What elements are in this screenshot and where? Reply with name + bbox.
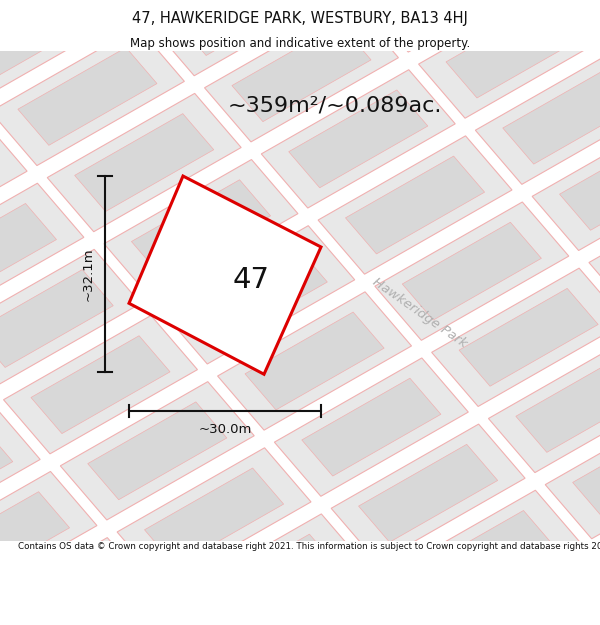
Polygon shape bbox=[31, 336, 170, 434]
Polygon shape bbox=[503, 66, 600, 164]
Polygon shape bbox=[302, 378, 441, 476]
Polygon shape bbox=[88, 402, 227, 500]
Text: ~30.0m: ~30.0m bbox=[199, 423, 251, 436]
Polygon shape bbox=[131, 180, 271, 278]
Polygon shape bbox=[117, 448, 311, 586]
Polygon shape bbox=[218, 292, 412, 430]
Polygon shape bbox=[0, 0, 71, 33]
Polygon shape bbox=[47, 93, 241, 232]
Polygon shape bbox=[488, 334, 600, 472]
Polygon shape bbox=[258, 601, 397, 625]
Polygon shape bbox=[148, 0, 341, 76]
Polygon shape bbox=[129, 176, 321, 374]
Polygon shape bbox=[516, 354, 600, 452]
Polygon shape bbox=[0, 538, 154, 625]
Polygon shape bbox=[61, 382, 254, 520]
Polygon shape bbox=[188, 246, 328, 344]
Polygon shape bbox=[389, 0, 529, 32]
Polygon shape bbox=[560, 132, 600, 230]
Polygon shape bbox=[74, 114, 214, 211]
Polygon shape bbox=[0, 0, 100, 79]
Polygon shape bbox=[346, 156, 485, 254]
Polygon shape bbox=[0, 249, 140, 388]
Polygon shape bbox=[545, 401, 600, 539]
Polygon shape bbox=[274, 358, 468, 496]
Text: Hawkeridge Park: Hawkeridge Park bbox=[370, 276, 470, 351]
Polygon shape bbox=[174, 514, 368, 625]
Polygon shape bbox=[359, 444, 497, 542]
Text: ~359m²/~0.089ac.: ~359m²/~0.089ac. bbox=[228, 95, 442, 115]
Polygon shape bbox=[0, 492, 70, 589]
Polygon shape bbox=[589, 178, 600, 317]
Polygon shape bbox=[262, 70, 455, 208]
Polygon shape bbox=[205, 4, 398, 142]
Polygon shape bbox=[44, 624, 183, 625]
Polygon shape bbox=[0, 406, 40, 544]
Polygon shape bbox=[459, 288, 598, 386]
Polygon shape bbox=[4, 316, 197, 454]
Polygon shape bbox=[289, 90, 428, 188]
Polygon shape bbox=[0, 0, 43, 13]
Polygon shape bbox=[475, 46, 600, 184]
Text: Contains OS data © Crown copyright and database right 2021. This information is : Contains OS data © Crown copyright and d… bbox=[18, 542, 600, 551]
Polygon shape bbox=[318, 136, 512, 274]
Polygon shape bbox=[415, 511, 554, 608]
Polygon shape bbox=[175, 0, 314, 56]
Polygon shape bbox=[17, 604, 211, 625]
Text: ~32.1m: ~32.1m bbox=[81, 247, 94, 301]
Polygon shape bbox=[362, 0, 556, 52]
Text: Map shows position and indicative extent of the property.: Map shows position and indicative extent… bbox=[130, 37, 470, 50]
Polygon shape bbox=[331, 424, 525, 562]
Text: 47, HAWKERIDGE PARK, WESTBURY, BA13 4HJ: 47, HAWKERIDGE PARK, WESTBURY, BA13 4HJ bbox=[132, 11, 468, 26]
Polygon shape bbox=[0, 471, 97, 610]
Polygon shape bbox=[0, 28, 184, 166]
Polygon shape bbox=[532, 112, 600, 251]
Polygon shape bbox=[230, 580, 425, 625]
Polygon shape bbox=[0, 183, 84, 321]
Polygon shape bbox=[0, 426, 13, 523]
Polygon shape bbox=[145, 468, 284, 566]
Polygon shape bbox=[201, 534, 340, 625]
Polygon shape bbox=[161, 226, 355, 364]
Polygon shape bbox=[18, 48, 157, 146]
Polygon shape bbox=[375, 202, 569, 341]
Polygon shape bbox=[431, 268, 600, 406]
Polygon shape bbox=[0, 204, 56, 301]
Polygon shape bbox=[91, 0, 285, 9]
Polygon shape bbox=[572, 421, 600, 519]
Polygon shape bbox=[419, 0, 600, 118]
Polygon shape bbox=[0, 117, 27, 256]
Polygon shape bbox=[576, 0, 600, 28]
Polygon shape bbox=[0, 558, 127, 625]
Polygon shape bbox=[0, 269, 113, 368]
Polygon shape bbox=[104, 159, 298, 298]
Polygon shape bbox=[0, 0, 128, 99]
Polygon shape bbox=[232, 24, 371, 122]
Polygon shape bbox=[446, 0, 585, 98]
Polygon shape bbox=[402, 222, 541, 320]
Polygon shape bbox=[388, 490, 582, 625]
Polygon shape bbox=[245, 312, 384, 410]
Text: 47: 47 bbox=[233, 266, 270, 294]
